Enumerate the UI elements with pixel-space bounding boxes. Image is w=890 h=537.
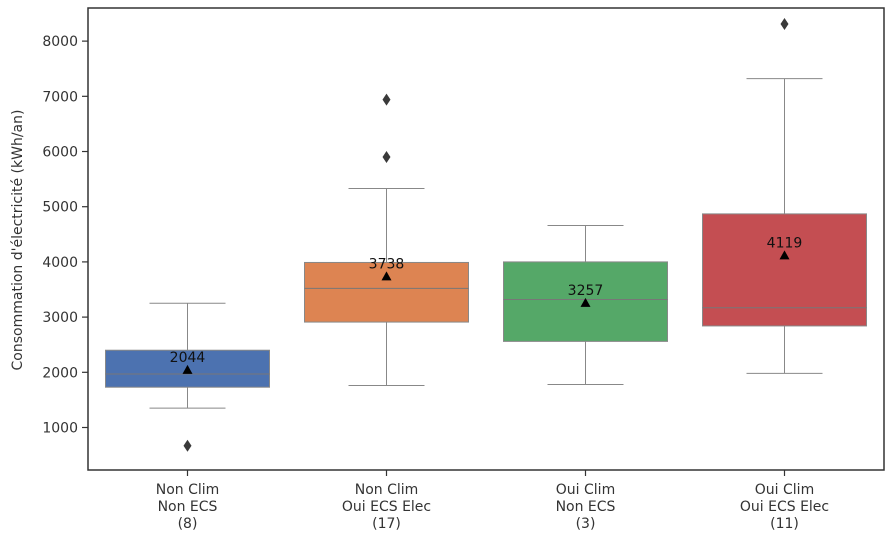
mean-label: 3257 (568, 283, 604, 299)
category-label: Oui ECS Elec (740, 499, 829, 515)
outlier-point (382, 151, 391, 164)
mean-marker (779, 250, 790, 260)
category-label: (11) (770, 516, 799, 532)
mean-label: 2044 (170, 350, 206, 366)
box-group-4: 4119 (702, 18, 867, 374)
category-label: (17) (372, 516, 401, 532)
y-tick-label: 8000 (42, 34, 78, 50)
outlier-point (382, 93, 391, 106)
y-tick-label: 5000 (42, 200, 78, 216)
category-label: Oui Clim (556, 482, 615, 498)
box-group-2: 3738 (304, 93, 469, 387)
outlier-point (183, 439, 192, 452)
category-label: Non Clim (156, 482, 220, 498)
category-label: Oui Clim (755, 482, 814, 498)
plot-frame (87, 7, 885, 471)
category-label: Non ECS (556, 499, 616, 515)
mean-marker (182, 364, 193, 374)
category-label: Oui ECS Elec (342, 499, 431, 515)
mean-label: 4119 (767, 235, 803, 251)
category-label: (3) (576, 516, 596, 532)
y-axis-label: Consommation d'électricité (kWh/an) (10, 110, 26, 371)
category-label: Non ECS (158, 499, 218, 515)
box-iqr (304, 261, 469, 323)
y-tick-label: 6000 (42, 145, 78, 161)
y-tick-label: 4000 (42, 255, 78, 271)
box-group-1: 2044 (105, 302, 270, 452)
box-iqr (702, 213, 867, 327)
box-group-3: 3257 (503, 224, 668, 385)
y-tick-label: 7000 (42, 89, 78, 105)
y-tick-label: 3000 (42, 310, 78, 326)
category-label: (8) (178, 516, 198, 532)
outlier-point (780, 18, 789, 31)
y-tick-label: 2000 (42, 365, 78, 381)
mean-marker (381, 271, 392, 281)
mean-marker (580, 297, 591, 307)
y-tick-label: 1000 (42, 420, 78, 436)
category-label: Non Clim (355, 482, 419, 498)
mean-label: 3738 (369, 256, 405, 272)
